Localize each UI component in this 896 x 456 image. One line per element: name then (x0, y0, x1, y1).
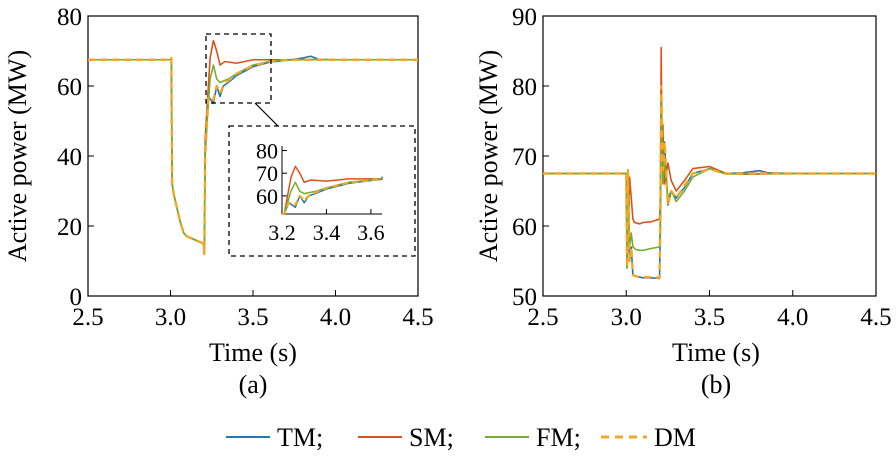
panel-b: 2.5 3.0 3.5 4.0 4.5 50 60 70 80 90 Time (s) Activ… (474, 4, 892, 399)
x-tick-label-b: 3.0 (611, 304, 642, 331)
y-tick-label-b: 80 (512, 74, 537, 101)
x-tick-label-b: 4.5 (860, 304, 891, 331)
legend-label-tm: TM; (277, 423, 323, 452)
inset-y-tick-label: 80 (256, 139, 278, 164)
inset-x-tick-label: 3.6 (357, 220, 385, 245)
x-tick-label-a: 4.5 (402, 304, 433, 331)
zoom-region-box (205, 33, 272, 104)
x-tick-label-b: 3.5 (694, 304, 725, 331)
y-tick-label-a: 40 (57, 144, 82, 171)
x-axis-label-a: Time (s) (209, 338, 297, 367)
x-tick-label-a: 3.5 (237, 304, 268, 331)
series-line-sm-b (543, 46, 876, 262)
zoom-connector-line (254, 102, 279, 127)
y-tick-label-a: 0 (70, 284, 83, 311)
inset-x-tick-label: 3.2 (268, 220, 296, 245)
series-line-tm-b (543, 92, 876, 280)
y-tick-label-b: 70 (512, 144, 537, 171)
panel-label-b: (b) (701, 370, 731, 399)
y-tick-label-a: 80 (57, 4, 82, 31)
plot-frame-b (542, 15, 877, 297)
inset-marks (282, 165, 384, 216)
inset-series-line-dm (282, 177, 384, 216)
ticks-a: 2.5 3.0 3.5 4.0 4.5 0 20 40 60 80 (57, 4, 434, 331)
legend: TM; SM; FM; DM (226, 423, 696, 452)
x-tick-label-b: 4.0 (777, 304, 808, 331)
inset-y-tick-label: 60 (256, 184, 278, 209)
y-tick-label-b: 60 (512, 214, 537, 241)
series-line-dm-b (543, 84, 876, 279)
y-tick-label-a: 20 (57, 214, 82, 241)
y-axis-label-a: Active power (MW) (3, 50, 32, 262)
series-line-fm-b (543, 99, 876, 269)
y-tick-label-b: 50 (512, 284, 537, 311)
inset-y-tick-label: 70 (256, 161, 278, 186)
x-axis-label-b: Time (s) (672, 338, 760, 367)
panel-label-a: (a) (239, 370, 268, 399)
y-tick-label-b: 90 (512, 4, 537, 31)
y-axis-label-b: Active power (MW) (474, 50, 503, 262)
y-tick-label-a: 60 (57, 74, 82, 101)
legend-label-dm: DM (654, 423, 696, 452)
legend-label-sm: SM; (409, 423, 454, 452)
legend-label-fm: FM; (536, 423, 581, 452)
marks-a (88, 39, 418, 256)
ticks-b: 2.5 3.0 3.5 4.0 4.5 50 60 70 80 90 (512, 4, 892, 331)
x-tick-label-b: 2.5 (527, 304, 558, 331)
inset-x-tick-label: 3.4 (313, 220, 341, 245)
x-tick-label-a: 4.0 (320, 304, 351, 331)
x-tick-label-a: 2.5 (72, 304, 103, 331)
marks-b (543, 46, 876, 280)
x-tick-label-a: 3.0 (155, 304, 186, 331)
series-line-dm-a (88, 56, 418, 256)
